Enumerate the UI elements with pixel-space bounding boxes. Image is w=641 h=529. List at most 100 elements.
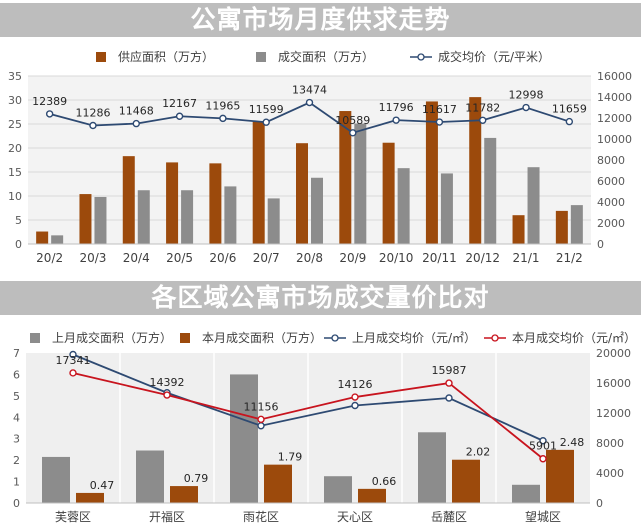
line-point <box>479 116 487 124</box>
bar-data-label: 2.48 <box>560 436 585 449</box>
line-data-label: 11965 <box>205 99 240 112</box>
legend-swatch <box>96 52 106 62</box>
bar <box>358 488 386 503</box>
bar <box>324 476 352 503</box>
bar <box>79 194 92 244</box>
line-point <box>89 121 97 130</box>
bar <box>546 449 574 503</box>
right-tick-label: 16000 <box>597 70 632 83</box>
category-label: 20/10 <box>379 251 414 265</box>
bar <box>311 177 323 244</box>
series-line <box>72 353 544 442</box>
line-point <box>257 422 265 430</box>
line-data-label: 11599 <box>249 103 284 116</box>
district-comparison-chart: 0 1 2 3 4 5 6 7 0 4000 8000 12000 16000 20000 0.47 0.79… <box>13 330 636 524</box>
legend-entry: 本月成交均价（元/㎡） <box>512 330 636 345</box>
left-tick-label: 0 <box>15 238 22 251</box>
line-point <box>392 116 400 124</box>
left-tick-label: 0 <box>13 497 20 510</box>
right-tick-label: 0 <box>597 238 604 251</box>
left-tick-label: 5 <box>15 214 22 227</box>
bar <box>42 456 70 503</box>
bar <box>570 205 583 244</box>
bar <box>440 173 453 244</box>
bar <box>418 432 446 503</box>
line-data-label: 11796 <box>379 101 414 114</box>
right-tick-label: 14000 <box>597 91 632 104</box>
bar <box>209 163 222 244</box>
bar <box>166 162 179 244</box>
bar <box>555 210 568 244</box>
right-tick-label: 6000 <box>597 175 625 188</box>
line-point <box>132 119 140 128</box>
chart2-title: 各区域公寓市场成交量价比对 <box>0 281 641 315</box>
bar <box>76 492 104 503</box>
line-point <box>445 394 453 402</box>
bar <box>512 215 525 244</box>
bar <box>136 450 164 503</box>
bar <box>51 235 64 244</box>
line-point <box>257 415 265 424</box>
bar <box>397 168 410 244</box>
category-label: 20/7 <box>253 251 280 265</box>
left-tick-label: 5 <box>13 390 20 403</box>
line-data-label: 17341 <box>56 354 91 367</box>
right-tick-label: 8000 <box>596 437 624 450</box>
line-point <box>445 379 453 387</box>
right-tick-label: 4000 <box>596 467 624 480</box>
category-label: 20/6 <box>209 251 236 265</box>
line-point <box>522 103 530 112</box>
line-data-label: 14126 <box>338 378 373 391</box>
legend-entry: 成交均价（元/平米） <box>438 49 550 64</box>
legend-swatch <box>256 52 266 62</box>
left-tick-label: 30 <box>8 94 22 107</box>
line-data-label: 12389 <box>32 95 67 108</box>
legend-entry: 供应面积（万方） <box>118 49 214 64</box>
right-tick-label: 10000 <box>597 133 632 146</box>
line-data-label: 11617 <box>422 103 457 116</box>
right-tick-label: 20000 <box>596 347 631 360</box>
right-tick-label: 16000 <box>596 377 631 390</box>
line-point <box>539 455 547 463</box>
legend-marker <box>491 334 499 342</box>
line-data-label: 5901 <box>529 440 557 453</box>
bar-data-label: 2.02 <box>466 446 491 459</box>
line-data-label: 15987 <box>432 364 467 377</box>
category-label: 20/9 <box>339 251 366 265</box>
legend-marker <box>417 53 425 61</box>
right-tick-label: 12000 <box>597 112 632 125</box>
line-point <box>351 401 359 410</box>
bar-data-label: 0.66 <box>372 475 397 488</box>
category-label: 开福区 <box>149 509 185 524</box>
line-point <box>69 350 77 359</box>
line-data-label: 10589 <box>335 114 370 127</box>
category-label: 21/2 <box>556 251 583 265</box>
bar <box>512 484 540 503</box>
line-point <box>45 110 54 118</box>
bar <box>469 97 482 244</box>
bar <box>252 121 265 244</box>
category-label: 20/3 <box>79 251 106 265</box>
line-point <box>565 117 574 126</box>
left-tick-label: 6 <box>13 368 20 381</box>
bar <box>339 111 352 244</box>
supply-demand-chart: 0 5 10 15 20 25 30 35 0 2000 4000 6000 8000 10000 1200… <box>8 49 632 265</box>
series-line <box>72 372 544 460</box>
category-label: 20/12 <box>465 251 500 265</box>
legend-marker <box>331 334 339 342</box>
line-data-label: 11468 <box>119 105 154 118</box>
left-tick-label: 35 <box>8 70 22 83</box>
line-point <box>175 112 184 120</box>
bar-data-label: 0.47 <box>90 479 115 492</box>
bar-data-label: 1.79 <box>278 451 303 464</box>
legend-entry: 上月成交面积（万方） <box>52 330 172 345</box>
legend-swatch <box>30 333 40 343</box>
line-point <box>351 393 359 401</box>
category-label: 21/1 <box>513 251 540 265</box>
legend-entry: 本月成交面积（万方） <box>202 330 322 345</box>
line-data-label: 12998 <box>509 89 544 102</box>
line-point <box>69 369 77 377</box>
line-point <box>539 437 547 445</box>
left-tick-label: 3 <box>13 433 20 446</box>
category-label: 20/8 <box>296 251 323 265</box>
